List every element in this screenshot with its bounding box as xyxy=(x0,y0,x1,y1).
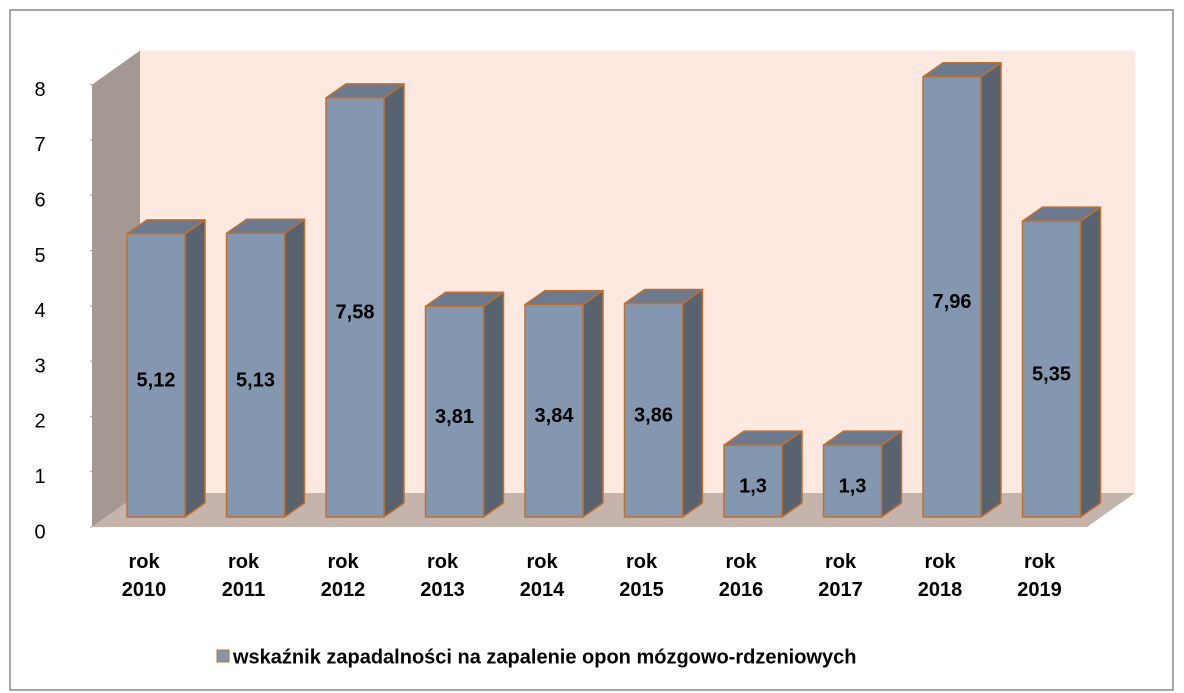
bar-side xyxy=(383,83,405,518)
x-tick-label: rok 2017 xyxy=(818,551,863,601)
data-label: 3,86 xyxy=(634,405,673,427)
x-tick-label: rok 2015 xyxy=(619,551,664,601)
data-label: 1,3 xyxy=(739,475,767,497)
bar xyxy=(126,233,186,518)
bar-side xyxy=(482,291,505,518)
y-tick-label: 4 xyxy=(34,300,45,322)
bar-side xyxy=(283,218,306,518)
x-tick-label: rok 2012 xyxy=(320,551,366,601)
bar-side xyxy=(1079,206,1102,518)
legend-swatch xyxy=(216,649,230,663)
data-label: 5,12 xyxy=(137,370,176,392)
y-tick-label: 0 xyxy=(34,521,45,543)
y-tick-label: 8 xyxy=(34,79,45,101)
x-tick-label: rok 2014 xyxy=(519,551,565,601)
bar xyxy=(922,76,982,518)
bar xyxy=(723,444,783,518)
legend-label: wskaźnik zapadalności na zapalenie opon … xyxy=(232,646,856,668)
data-label: 3,84 xyxy=(535,405,575,427)
data-label: 1,3 xyxy=(839,475,867,497)
bar-side xyxy=(582,289,604,518)
y-tick-label: 7 xyxy=(34,134,45,156)
bar xyxy=(225,232,286,518)
y-tick-label: 1 xyxy=(34,466,45,488)
x-tick-label: rok 2019 xyxy=(1017,551,1062,601)
bar-side xyxy=(681,288,704,518)
x-tick-label: rok 2016 xyxy=(718,551,764,601)
x-tick-label: rok 2013 xyxy=(420,551,465,601)
bar xyxy=(325,97,385,518)
data-label: 7,58 xyxy=(336,302,375,324)
bar xyxy=(524,303,584,518)
bar-side xyxy=(781,430,803,518)
bar-side xyxy=(184,219,206,518)
data-label: 3,81 xyxy=(435,406,474,428)
x-tick-label: rok 2018 xyxy=(917,551,963,601)
bar xyxy=(822,444,883,518)
y-tick-label: 3 xyxy=(34,355,45,377)
data-label: 5,35 xyxy=(1032,363,1071,385)
y-tick-label: 5 xyxy=(34,245,45,267)
bar xyxy=(1021,220,1082,518)
bar-side xyxy=(980,62,1002,518)
y-tick-label: 6 xyxy=(34,189,45,211)
bar xyxy=(424,305,485,518)
x-tick-label: rok 2011 xyxy=(221,551,266,601)
data-label: 7,96 xyxy=(933,291,972,313)
x-tick-label: rok 2010 xyxy=(121,551,167,601)
bar-side xyxy=(880,430,903,518)
y-tick-label: 2 xyxy=(34,411,45,433)
data-label: 5,13 xyxy=(236,369,275,391)
bar xyxy=(623,302,684,518)
